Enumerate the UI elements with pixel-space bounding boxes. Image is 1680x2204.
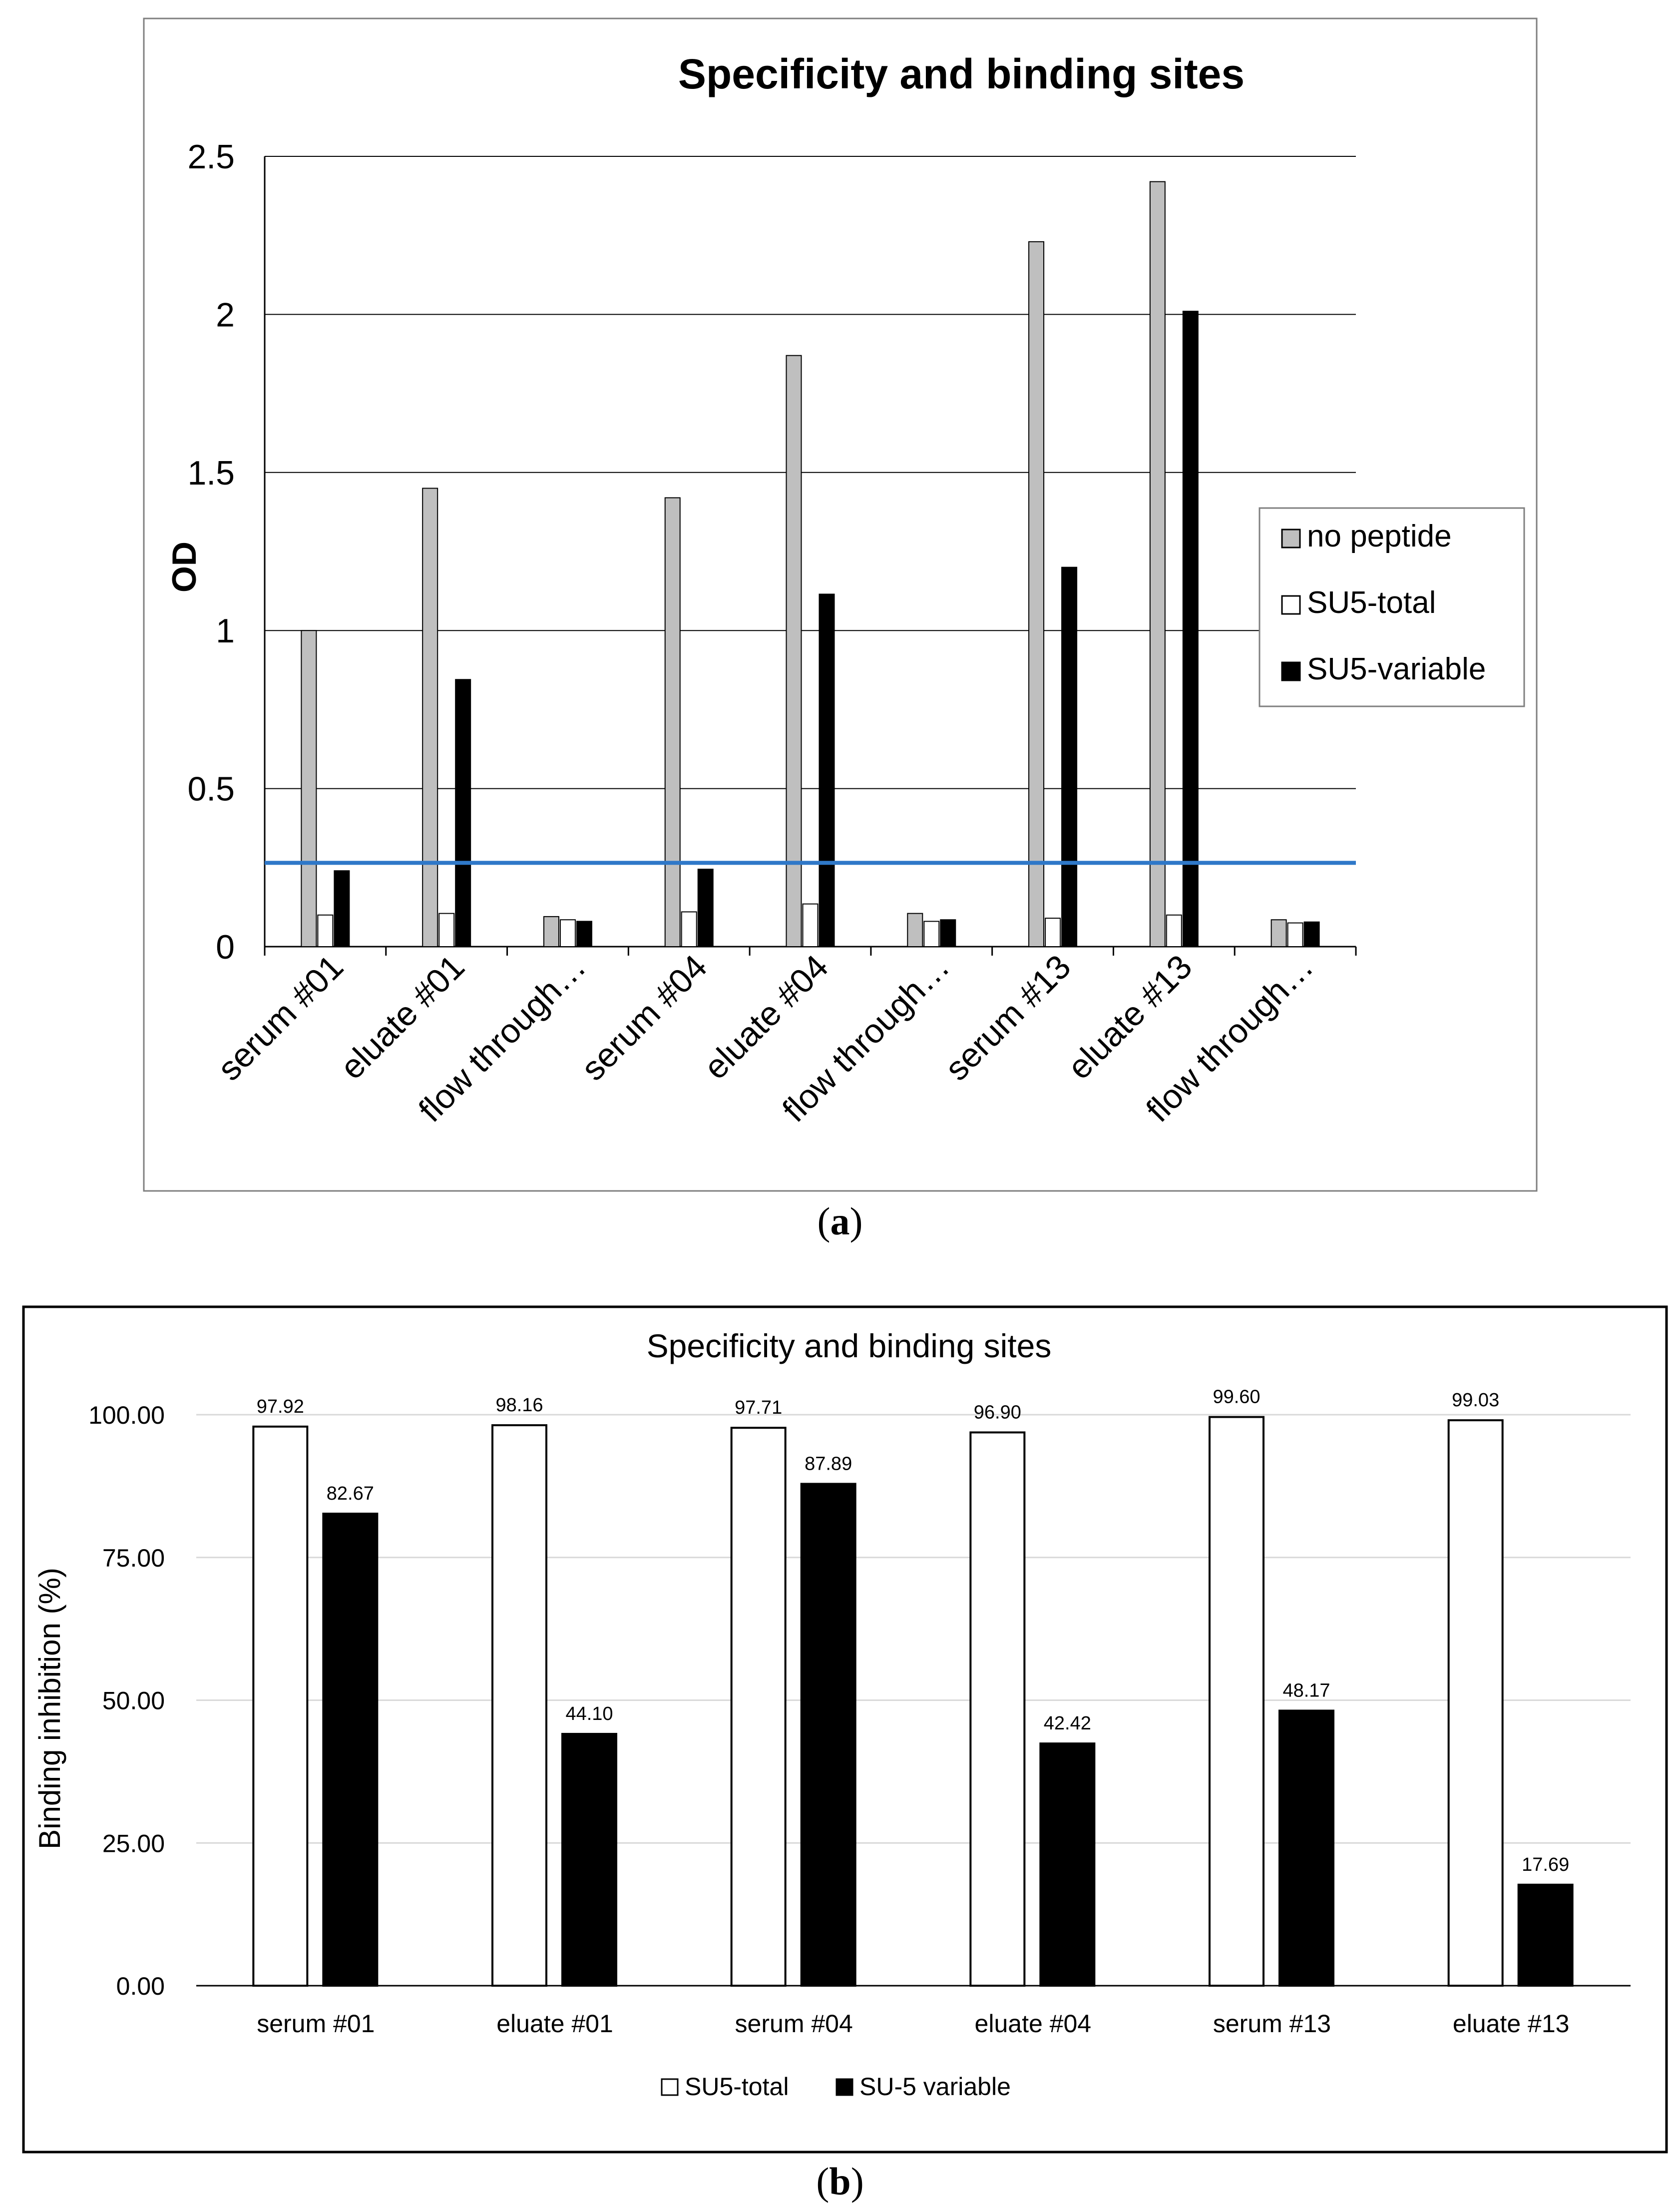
chart-a-bar-no-peptide (1028, 241, 1045, 948)
chart-a-bar-su5-variable (1061, 566, 1078, 947)
chart-a-legend-swatch (1281, 661, 1301, 681)
caption-a-letter: a (830, 1199, 850, 1243)
chart-a-bar-no-peptide (422, 488, 438, 947)
chart-a-bar-no-peptide (1270, 919, 1287, 948)
chart-b-data-label: 98.16 (495, 1395, 543, 1416)
chart-a-bar-su5-variable (819, 593, 835, 947)
chart-b-category-label: serum #04 (735, 2010, 853, 2038)
chart-a-bar-su5-variable (455, 679, 471, 948)
chart-b-legend-label: SU-5 variable (859, 2073, 1011, 2101)
chart-b-legend-swatch (836, 2078, 853, 2096)
caption-b-letter: b (829, 2160, 851, 2203)
chart-b-data-label: 42.42 (1044, 1713, 1091, 1734)
chart-a-bar-su5-total (559, 919, 576, 948)
chart-a-bar-no-peptide (786, 355, 802, 948)
caption-b: (b) (816, 2160, 864, 2203)
chart-b-category-label: eluate #04 (975, 2010, 1092, 2038)
chart-a-bar-no-peptide (664, 497, 681, 947)
chart-b-bar-su-5-variable (561, 1732, 617, 1987)
chart-a-bar-no-peptide (301, 630, 317, 947)
chart-b-data-label: 97.71 (735, 1397, 782, 1418)
chart-a-legend-swatch (1281, 529, 1301, 549)
chart-b-bar-su5-total (730, 1427, 787, 1987)
chart-a-bar-no-peptide (907, 913, 923, 948)
chart-a-ytick-label: 1.5 (187, 454, 235, 492)
chart-a-bar-su5-variable (334, 870, 350, 948)
chart-b-ytick-label: 50.00 (102, 1687, 165, 1715)
chart-b-legend-label: SU5-total (685, 2073, 789, 2101)
chart-b-bar-su-5-variable (322, 1513, 379, 1987)
chart-a-ytick-label: 1 (216, 612, 235, 650)
chart-b-ytick-label: 100.00 (88, 1401, 165, 1429)
chart-b-category-label: serum #01 (257, 2010, 375, 2038)
chart-b-bar-su-5-variable (1517, 1883, 1574, 1987)
chart-a-legend (1259, 507, 1525, 707)
chart-a-bar-su5-variable (940, 919, 956, 948)
chart-b-data-label: 87.89 (805, 1453, 852, 1474)
chart-a-bar-su5-variable (1182, 311, 1199, 947)
chart-b-data-label: 17.69 (1522, 1854, 1569, 1875)
chart-b-category-label: serum #13 (1213, 2010, 1331, 2038)
chart-b-bar-su5-total (969, 1431, 1026, 1987)
chart-a: Specificity and binding sites 0 0.5 1 1.5 2 2.… (143, 17, 1538, 1192)
chart-a-legend-label: SU5-total (1307, 585, 1436, 620)
chart-a-bar-su5-total (1045, 918, 1061, 947)
chart-b-bar-su-5-variable (1278, 1709, 1334, 1987)
chart-a-legend-label: SU5-variable (1307, 652, 1486, 686)
chart-a-title: Specificity and binding sites (678, 50, 1245, 97)
chart-a-ytick-label: 2.5 (187, 138, 235, 176)
chart-b-category-label: eluate #01 (496, 2010, 613, 2038)
chart-b-data-label: 96.90 (974, 1402, 1021, 1423)
chart-a-legend-label: no peptide (1307, 519, 1452, 553)
chart-a-bar-su5-total (317, 914, 334, 947)
chart-a-bar-su5-total (1166, 914, 1182, 947)
chart-b-data-label: 99.03 (1452, 1390, 1499, 1411)
chart-b-bar-su5-total (1209, 1416, 1264, 1987)
chart-b-data-label: 82.67 (327, 1483, 374, 1504)
chart-b-data-label: 48.17 (1282, 1680, 1330, 1701)
chart-b-ytick-label: 0.00 (116, 1972, 165, 2000)
chart-a-bar-su5-total (923, 921, 940, 947)
chart-a-bar-su5-total (681, 911, 697, 947)
chart-a-ytick-label: 2 (216, 296, 235, 334)
chart-b-bar-su-5-variable (1039, 1742, 1096, 1987)
chart-a-bar-su5-total (438, 913, 455, 948)
chart-b-bar-su5-total (1447, 1419, 1504, 1987)
chart-b-ytick-label: 25.00 (102, 1829, 165, 1857)
chart-b-ylabel: Binding inhibition (%) (33, 1568, 66, 1849)
chart-a-bar-su5-total (802, 903, 819, 948)
chart-b-bar-su5-total (491, 1424, 547, 1987)
chart-a-bar-su5-variable (1303, 921, 1320, 947)
chart-b-data-label: 44.10 (565, 1703, 613, 1724)
caption-a: (a) (817, 1199, 863, 1243)
chart-a-bar-su5-variable (697, 868, 714, 947)
chart-a-ytick-label: 0 (216, 928, 235, 966)
chart-b-bar-su-5-variable (800, 1483, 856, 1987)
chart-a-bar-su5-variable (576, 921, 592, 947)
chart-a-ylabel: OD (165, 542, 203, 592)
chart-b-ytick-label: 75.00 (102, 1544, 165, 1572)
chart-a-legend-swatch (1281, 595, 1301, 615)
chart-b-category-label: eluate #13 (1453, 2010, 1570, 2038)
chart-b-legend-swatch (661, 2078, 679, 2096)
chart-a-bar-no-peptide (543, 916, 559, 948)
chart-b-bar-su5-total (252, 1425, 309, 1987)
chart-b-data-label: 97.92 (257, 1396, 304, 1417)
chart-a-bar-su5-total (1287, 922, 1303, 948)
chart-b-title: Specificity and binding sites (647, 1327, 1052, 1364)
chart-a-ytick-label: 0.5 (187, 770, 235, 808)
chart-a-bar-no-peptide (1149, 181, 1166, 947)
chart-b-data-label: 99.60 (1213, 1387, 1260, 1408)
